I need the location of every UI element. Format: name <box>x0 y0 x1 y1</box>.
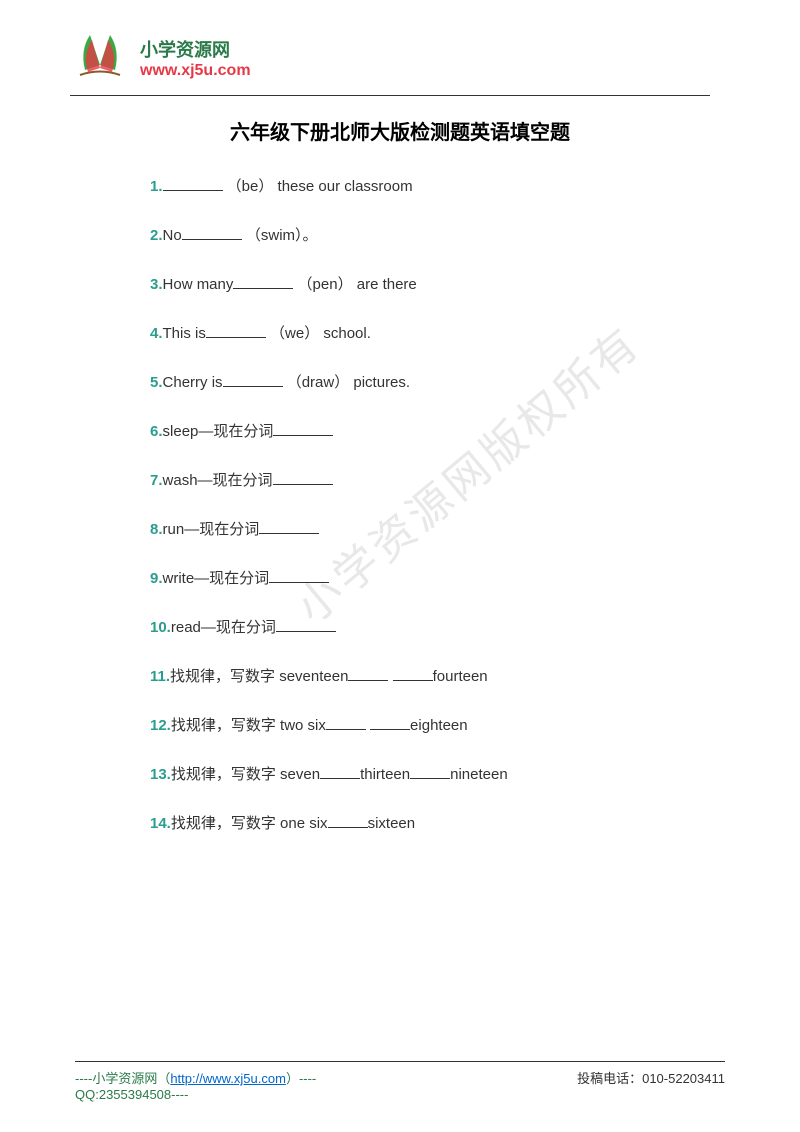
question-number: 13. <box>150 766 171 783</box>
footer-qq: QQ:2355394508---- <box>75 1087 316 1102</box>
blank[interactable] <box>370 716 410 730</box>
question-item: 8.run—现在分词 <box>150 518 710 539</box>
question-text: Cherry is <box>163 374 223 391</box>
blank[interactable] <box>410 765 450 779</box>
question-item: 7.wash—现在分词 <box>150 469 710 490</box>
blank[interactable] <box>320 765 360 779</box>
question-number: 1. <box>150 178 163 195</box>
question-number: 4. <box>150 325 163 342</box>
question-item: 11.找规律，写数字 seventeen fourteen <box>150 665 710 686</box>
question-number: 6. <box>150 423 163 440</box>
blank[interactable] <box>328 814 368 828</box>
question-text: （we） school. <box>266 325 371 342</box>
question-text: This is <box>163 325 206 342</box>
site-url: www.xj5u.com <box>140 62 251 80</box>
site-name: 小学资源网 <box>140 36 251 62</box>
question-item: 13.找规律，写数字 seven thirteen nineteen <box>150 763 710 784</box>
question-number: 11. <box>150 668 170 685</box>
blank[interactable] <box>276 618 336 632</box>
questions-list: 1. （be） these our classroom 2.No （swim）。… <box>90 175 710 833</box>
question-item: 14.找规律，写数字 one six sixteen <box>150 812 710 833</box>
page-title: 六年级下册北师大版检测题英语填空题 <box>90 116 710 145</box>
footer-phone: 投稿电话：010-52203411 <box>577 1068 725 1102</box>
question-text: How many <box>163 276 234 293</box>
blank[interactable] <box>348 667 388 681</box>
blank[interactable] <box>182 226 242 240</box>
blank[interactable] <box>273 422 333 436</box>
question-item: 9.write—现在分词 <box>150 567 710 588</box>
question-text: 找规律，写数字 seven <box>171 766 320 783</box>
question-item: 5.Cherry is （draw） pictures. <box>150 371 710 392</box>
question-number: 7. <box>150 472 163 489</box>
question-text: thirteen <box>360 766 410 783</box>
question-item: 4.This is （we） school. <box>150 322 710 343</box>
footer-text: ）---- <box>286 1071 316 1086</box>
blank[interactable] <box>273 471 333 485</box>
blank[interactable] <box>163 177 223 191</box>
question-item: 1. （be） these our classroom <box>150 175 710 196</box>
question-text: （be） these our classroom <box>223 178 413 195</box>
question-text: （pen） are there <box>293 276 416 293</box>
question-number: 12. <box>150 717 171 734</box>
question-text: No <box>163 227 182 244</box>
footer: ----小学资源网（http://www.xj5u.com）---- QQ:23… <box>75 1061 725 1102</box>
blank[interactable] <box>393 667 433 681</box>
question-item: 12.找规律，写数字 two six eighteen <box>150 714 710 735</box>
question-number: 3. <box>150 276 163 293</box>
question-number: 10. <box>150 619 171 636</box>
question-item: 3.How many （pen） are there <box>150 273 710 294</box>
question-text: write—现在分词 <box>163 570 270 587</box>
blank[interactable] <box>259 520 319 534</box>
logo-icon <box>70 30 130 85</box>
blank[interactable] <box>206 324 266 338</box>
blank[interactable] <box>269 569 329 583</box>
question-item: 6.sleep—现在分词 <box>150 420 710 441</box>
question-number: 8. <box>150 521 163 538</box>
question-text: （swim）。 <box>242 227 318 244</box>
footer-text: ----小学资源网（ <box>75 1071 170 1086</box>
blank[interactable] <box>223 373 283 387</box>
question-text: 找规律，写数字 one six <box>171 815 328 832</box>
question-text: wash—现在分词 <box>163 472 273 489</box>
question-text: 找规律，写数字 seventeen <box>170 668 348 685</box>
question-text: 找规律，写数字 two six <box>171 717 326 734</box>
question-text: read—现在分词 <box>171 619 276 636</box>
question-text: sixteen <box>368 815 416 832</box>
question-number: 5. <box>150 374 163 391</box>
header: 小学资源网 www.xj5u.com <box>70 30 710 96</box>
question-number: 9. <box>150 570 163 587</box>
question-item: 10.read—现在分词 <box>150 616 710 637</box>
question-text: eighteen <box>410 717 468 734</box>
question-text: fourteen <box>433 668 488 685</box>
blank[interactable] <box>233 275 293 289</box>
blank[interactable] <box>326 716 366 730</box>
question-number: 14. <box>150 815 171 832</box>
footer-link[interactable]: http://www.xj5u.com <box>170 1071 286 1086</box>
question-text: （draw） pictures. <box>283 374 411 391</box>
question-text: nineteen <box>450 766 508 783</box>
question-text: run—现在分词 <box>163 521 260 538</box>
question-number: 2. <box>150 227 163 244</box>
question-item: 2.No （swim）。 <box>150 224 710 245</box>
question-text: sleep—现在分词 <box>163 423 274 440</box>
